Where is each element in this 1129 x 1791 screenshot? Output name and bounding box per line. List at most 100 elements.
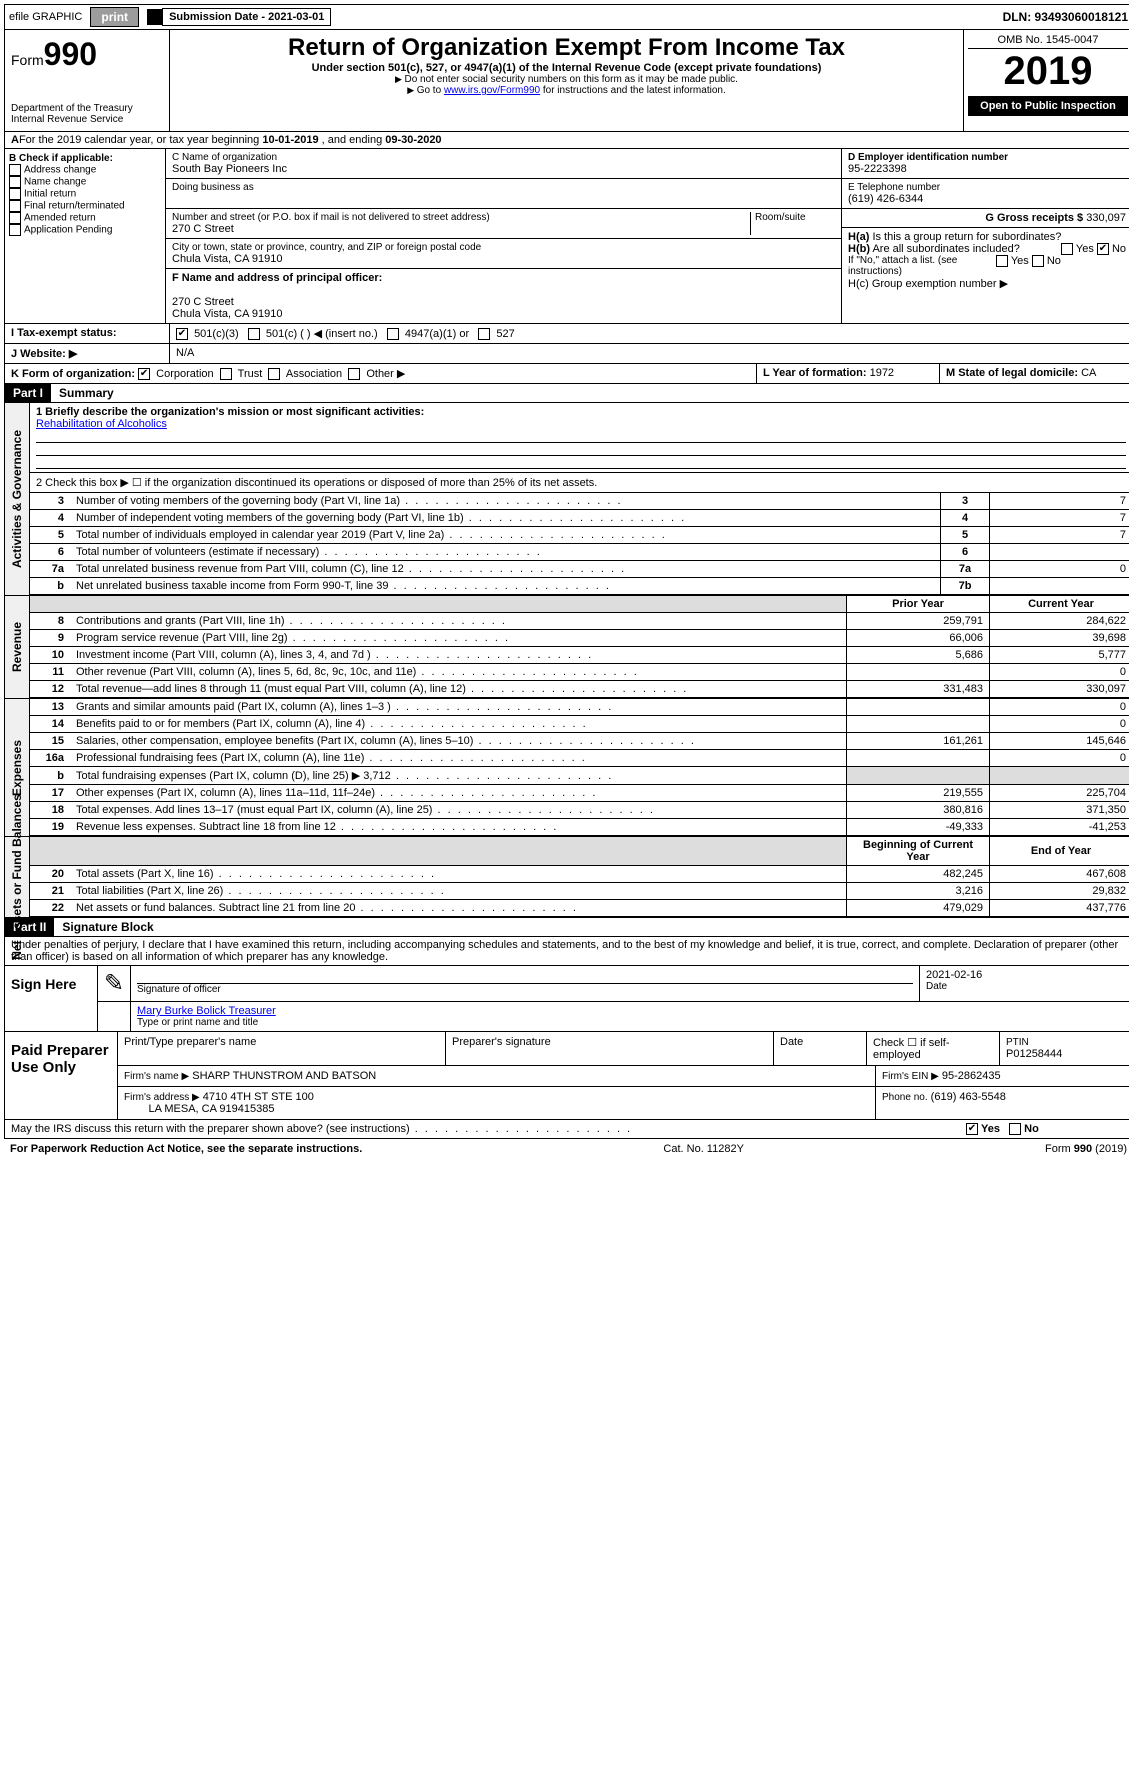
discuss-yes[interactable] <box>966 1123 978 1135</box>
addr-label: Number and street (or P.O. box if mail i… <box>172 212 750 223</box>
sig-date: 2021-02-16 <box>926 969 1126 981</box>
cb-assoc[interactable] <box>268 368 280 380</box>
self-employed: Check ☐ if self-employed <box>867 1032 1000 1065</box>
form-number: Form990 <box>11 36 163 73</box>
g-label: G Gross receipts $ <box>985 212 1083 224</box>
footer: For Paperwork Reduction Act Notice, see … <box>4 1139 1129 1159</box>
firm-addr2: LA MESA, CA 919415385 <box>148 1103 274 1115</box>
part2-header: Part II Signature Block <box>4 918 1129 937</box>
sign-here-label: Sign Here <box>5 966 98 1031</box>
tax-year: 2019 <box>968 49 1128 94</box>
irs-link[interactable]: www.irs.gov/Form990 <box>444 85 540 96</box>
cat-no: Cat. No. 11282Y <box>663 1143 744 1155</box>
discuss-no[interactable] <box>1009 1123 1021 1135</box>
cb-app-pending[interactable] <box>9 224 21 236</box>
form-subtitle-2: Do not enter social security numbers on … <box>178 74 955 85</box>
h-prep-name: Print/Type preparer's name <box>118 1032 446 1065</box>
row-j: J Website: ▶ N/A <box>4 344 1129 364</box>
e-label: E Telephone number <box>848 182 1126 193</box>
ptin: P01258444 <box>1006 1048 1062 1060</box>
side-label-nab: Net Assets or Fund Balances <box>5 837 30 917</box>
ha-yes[interactable] <box>1061 243 1073 255</box>
dept-irs: Internal Revenue Service <box>11 114 163 125</box>
row-a-tax-year: AFor the 2019 calendar year, or tax year… <box>4 132 1129 149</box>
officer-name[interactable]: Mary Burke Bolick Treasurer <box>137 1005 276 1017</box>
perjury-text: Under penalties of perjury, I declare th… <box>4 937 1129 966</box>
cb-4947[interactable] <box>387 328 399 340</box>
cb-final-return[interactable] <box>9 200 21 212</box>
subdate-black <box>147 9 162 25</box>
ha-question: H(a) Is this a group return for subordin… <box>848 231 1126 243</box>
dept-treasury: Department of the Treasury <box>11 103 163 114</box>
firm-addr1: 4710 4TH ST STE 100 <box>203 1091 314 1103</box>
website: N/A <box>170 344 1129 363</box>
side-label-ag: Activities & Governance <box>5 403 30 595</box>
mission-link[interactable]: Rehabilitation of Alcoholics <box>36 418 167 430</box>
sign-block: Sign Here ✎ Signature of officer 2021-02… <box>4 966 1129 1032</box>
h-prep-date: Date <box>774 1032 867 1065</box>
cb-trust[interactable] <box>220 368 232 380</box>
firm-ein: 95-2862435 <box>942 1070 1001 1082</box>
row-i: I Tax-exempt status: 501(c)(3) 501(c) ( … <box>4 324 1129 344</box>
summary-rev: Prior YearCurrent Year 8Contributions an… <box>30 596 1129 698</box>
room-label: Room/suite <box>750 212 835 235</box>
form-subtitle-3: Go to www.irs.gov/Form990 for instructio… <box>178 85 955 96</box>
ha-no[interactable] <box>1097 243 1109 255</box>
hb-no[interactable] <box>1032 255 1044 267</box>
ein: 95-2223398 <box>848 163 1126 175</box>
paid-label: Paid Preparer Use Only <box>5 1032 118 1119</box>
form-ref: Form 990 (2019) <box>1045 1143 1127 1155</box>
gross-receipts: 330,097 <box>1086 212 1126 224</box>
street: 270 C Street <box>172 223 750 235</box>
state-domicile: CA <box>1081 367 1096 379</box>
row-k: K Form of organization: Corporation Trus… <box>4 364 1129 384</box>
year-formation: 1972 <box>870 367 894 379</box>
discuss-row: May the IRS discuss this return with the… <box>4 1120 1129 1139</box>
col-b-checkboxes: B Check if applicable: Address change Na… <box>5 149 166 323</box>
summary-nab: Beginning of Current YearEnd of Year 20T… <box>30 837 1129 917</box>
part1-rev: Revenue Prior YearCurrent Year 8Contribu… <box>4 596 1129 699</box>
q1: 1 Briefly describe the organization's mi… <box>30 403 1129 473</box>
form-subtitle-1: Under section 501(c), 527, or 4947(a)(1)… <box>178 62 955 74</box>
i-label: I Tax-exempt status: <box>5 324 170 343</box>
firm-name: SHARP THUNSTROM AND BATSON <box>192 1070 376 1082</box>
cb-amended-return[interactable] <box>9 212 21 224</box>
print-button[interactable]: print <box>90 7 139 27</box>
city-label: City or town, state or province, country… <box>172 242 835 253</box>
d-label: D Employer identification number <box>848 152 1126 163</box>
sig-date-label: Date <box>926 981 1126 992</box>
name-title-label: Type or print name and title <box>137 1017 1126 1028</box>
submission-date: Submission Date - 2021-03-01 <box>147 11 331 23</box>
firm-phone: (619) 463-5548 <box>931 1091 1006 1103</box>
f-label: F Name and address of principal officer: <box>172 272 835 284</box>
cb-other[interactable] <box>348 368 360 380</box>
f-addr2: Chula Vista, CA 91910 <box>172 308 835 320</box>
j-label: J Website: ▶ <box>5 344 170 363</box>
hb-note: If "No," attach a list. (see instruction… <box>848 255 1126 277</box>
part1-header: Part I Summary <box>4 384 1129 403</box>
hc: H(c) Group exemption number ▶ <box>848 277 1126 290</box>
cb-address-change[interactable] <box>9 164 21 176</box>
f-addr1: 270 C Street <box>172 296 835 308</box>
cb-name-change[interactable] <box>9 176 21 188</box>
form-title: Return of Organization Exempt From Incom… <box>178 34 955 62</box>
city: Chula Vista, CA 91910 <box>172 253 835 265</box>
cb-501c[interactable] <box>248 328 260 340</box>
cb-501c3[interactable] <box>176 328 188 340</box>
phone: (619) 426-6344 <box>848 193 1126 205</box>
cb-initial-return[interactable] <box>9 188 21 200</box>
open-to-public: Open to Public Inspection <box>968 96 1128 116</box>
cb-corp[interactable] <box>138 368 150 380</box>
hb-yes[interactable] <box>996 255 1008 267</box>
summary-ag: 3Number of voting members of the governi… <box>30 493 1129 595</box>
side-label-rev: Revenue <box>5 596 30 698</box>
cb-527[interactable] <box>478 328 490 340</box>
form-header: Form990 Department of the Treasury Inter… <box>4 30 1129 132</box>
dln: DLN: 93493060018121 <box>1003 10 1128 24</box>
h-prep-sig: Preparer's signature <box>446 1032 774 1065</box>
paid-preparer-block: Paid Preparer Use Only Print/Type prepar… <box>4 1032 1129 1120</box>
part1-nab: Net Assets or Fund Balances Beginning of… <box>4 837 1129 918</box>
org-name: South Bay Pioneers Inc <box>172 163 835 175</box>
summary-exp: 13Grants and similar amounts paid (Part … <box>30 699 1129 836</box>
entity-block: B Check if applicable: Address change Na… <box>4 149 1129 324</box>
